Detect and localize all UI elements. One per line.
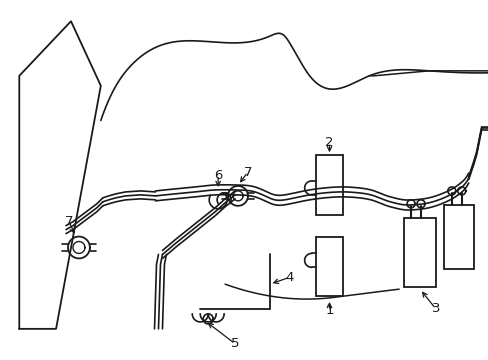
Text: 6: 6 (214, 168, 222, 181)
Bar (315, 237, 343, 296)
Text: 7: 7 (64, 215, 73, 228)
Text: 3: 3 (431, 302, 439, 315)
Text: 1: 1 (325, 305, 333, 318)
Text: 5: 5 (230, 337, 239, 350)
Bar (315, 155, 343, 215)
Text: 7: 7 (243, 166, 252, 179)
Text: 2: 2 (325, 136, 333, 149)
Bar (403, 218, 435, 287)
Bar (443, 205, 473, 269)
Text: 4: 4 (285, 271, 293, 284)
